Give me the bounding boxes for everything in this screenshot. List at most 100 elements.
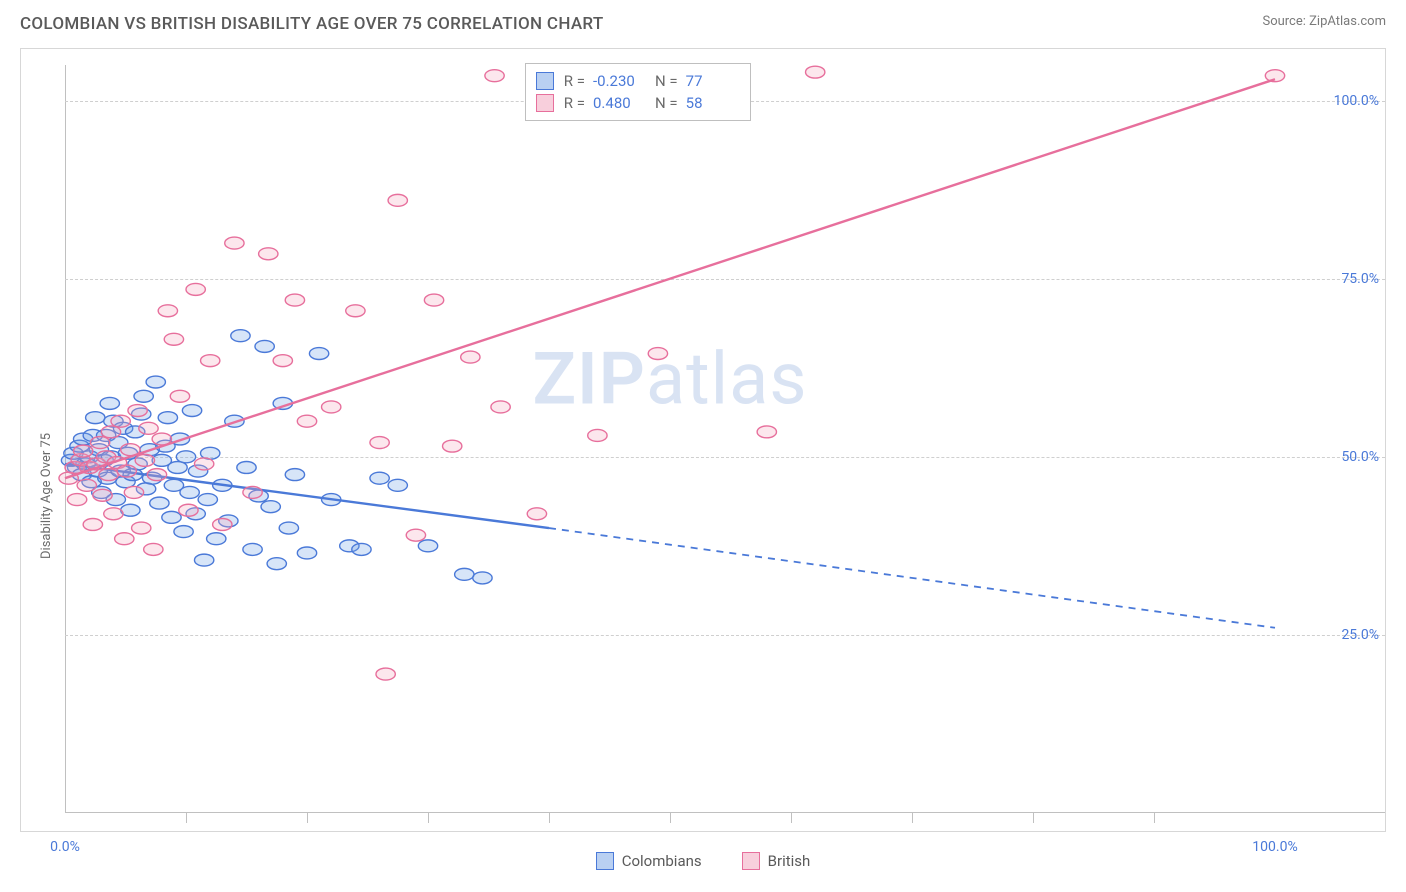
x-minor-tick xyxy=(912,813,913,823)
scatter-point xyxy=(352,543,371,555)
scatter-point xyxy=(179,504,198,516)
scatter-point xyxy=(115,533,134,545)
scatter-point xyxy=(164,333,183,345)
x-minor-tick xyxy=(670,813,671,823)
scatter-point xyxy=(259,248,278,260)
scatter-point xyxy=(198,494,217,506)
scatter-point xyxy=(90,437,109,449)
stat-r-value: -0.230 xyxy=(593,70,645,92)
scatter-point xyxy=(424,294,443,306)
scatter-point xyxy=(111,415,130,427)
y-tick-label: 25.0% xyxy=(1341,627,1379,643)
chart-header: COLOMBIAN VS BRITISH DISABILITY AGE OVER… xyxy=(0,0,1406,42)
y-tick-label: 75.0% xyxy=(1341,271,1379,287)
stat-n-value: 58 xyxy=(686,92,738,114)
plot-area: 25.0%50.0%75.0%100.0% 0.0%100.0% ZIPatla… xyxy=(65,65,1275,813)
scatter-point xyxy=(162,511,181,523)
scatter-point xyxy=(128,405,147,417)
x-minor-tick xyxy=(549,813,550,823)
scatter-point xyxy=(648,348,667,360)
scatter-point xyxy=(194,458,213,470)
chart-source: Source: ZipAtlas.com xyxy=(1262,14,1386,29)
scatter-point xyxy=(180,486,199,498)
scatter-point xyxy=(322,401,341,413)
scatter-point xyxy=(388,194,407,206)
stat-n-value: 77 xyxy=(686,70,738,92)
x-minor-tick xyxy=(1154,813,1155,823)
scatter-point xyxy=(527,508,546,520)
x-minor-tick xyxy=(307,813,308,823)
scatter-point xyxy=(418,540,437,552)
scatter-point xyxy=(473,572,492,584)
y-tick-label: 50.0% xyxy=(1341,449,1379,465)
scatter-point xyxy=(182,405,201,417)
scatter-point xyxy=(237,462,256,474)
legend-item: Colombians xyxy=(596,852,702,870)
scatter-point xyxy=(135,454,154,466)
scatter-point xyxy=(231,330,250,342)
scatter-point xyxy=(491,401,510,413)
scatter-point xyxy=(273,355,292,367)
scatter-point xyxy=(388,479,407,491)
scatter-point xyxy=(261,501,280,513)
stat-r-value: 0.480 xyxy=(593,92,645,114)
trend-line xyxy=(65,79,1275,478)
scatter-point xyxy=(139,422,158,434)
x-minor-tick xyxy=(1033,813,1034,823)
stats-legend-row: R = 0.480 N = 58 xyxy=(536,92,738,114)
scatter-point xyxy=(285,294,304,306)
scatter-point xyxy=(207,533,226,545)
scatter-point xyxy=(194,554,213,566)
scatter-point xyxy=(461,351,480,363)
chart-title: COLOMBIAN VS BRITISH DISABILITY AGE OVER… xyxy=(20,14,603,34)
stat-n-label: N = xyxy=(655,92,678,114)
scatter-point xyxy=(100,397,119,409)
scatter-point xyxy=(73,445,92,457)
scatter-point xyxy=(186,283,205,295)
scatter-point xyxy=(370,437,389,449)
scatter-point xyxy=(443,440,462,452)
stat-n-label: N = xyxy=(655,70,678,92)
y-axis-label: Disability Age Over 75 xyxy=(39,433,54,559)
scatter-point xyxy=(77,479,96,491)
x-minor-tick xyxy=(186,813,187,823)
scatter-point xyxy=(201,355,220,367)
scatter-point xyxy=(104,508,123,520)
scatter-point xyxy=(117,465,136,477)
x-minor-tick xyxy=(428,813,429,823)
scatter-point xyxy=(170,390,189,402)
legend-swatch xyxy=(742,852,760,870)
stats-legend: R = -0.230 N = 77R = 0.480 N = 58 xyxy=(525,63,751,121)
scatter-point xyxy=(176,451,195,463)
scatter-point xyxy=(485,70,504,82)
scatter-point xyxy=(213,519,232,531)
y-tick-label: 100.0% xyxy=(1334,93,1379,109)
scatter-point xyxy=(376,668,395,680)
scatter-point xyxy=(285,469,304,481)
scatter-point xyxy=(174,526,193,538)
stat-r-label: R = xyxy=(564,92,585,114)
scatter-point xyxy=(124,486,143,498)
scatter-point xyxy=(806,66,825,78)
scatter-point xyxy=(86,412,105,424)
scatter-point xyxy=(267,558,286,570)
scatter-point xyxy=(158,305,177,317)
scatter-point xyxy=(588,429,607,441)
scatter-point xyxy=(346,305,365,317)
scatter-point xyxy=(144,543,163,555)
scatter-point xyxy=(297,547,316,559)
scatter-point xyxy=(370,472,389,484)
legend-label: British xyxy=(768,852,811,870)
scatter-point xyxy=(150,497,169,509)
legend-swatch xyxy=(536,72,554,90)
scatter-point xyxy=(406,529,425,541)
legend-swatch xyxy=(536,94,554,112)
scatter-point xyxy=(255,340,274,352)
scatter-point xyxy=(93,489,112,501)
scatter-point xyxy=(99,469,118,481)
x-minor-tick xyxy=(791,813,792,823)
scatter-point xyxy=(243,486,262,498)
scatter-point xyxy=(132,522,151,534)
scatter-point xyxy=(147,469,166,481)
trend-line-dashed xyxy=(549,528,1275,628)
